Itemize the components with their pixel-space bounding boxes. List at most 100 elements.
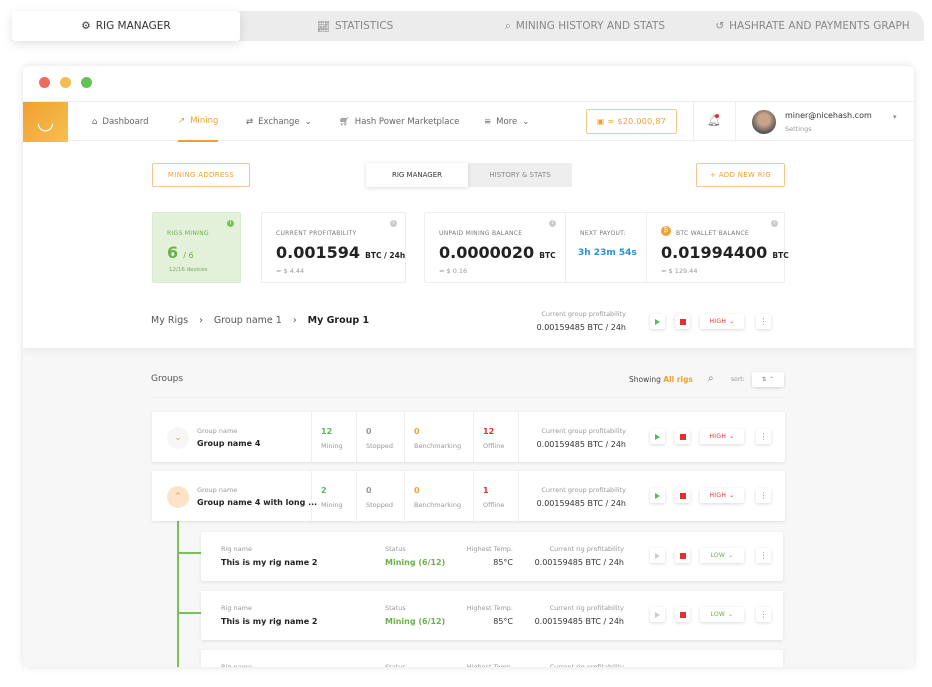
info-icon[interactable]: i	[227, 220, 234, 227]
rigs-mining-value: 6	[167, 243, 179, 262]
user-menu-caret-icon[interactable]: ▾	[893, 113, 897, 121]
nav-hash-power-marketplace[interactable]: 🛒︎ Hash Power Marketplace	[339, 117, 460, 127]
divider	[518, 412, 519, 462]
tab-mining-history[interactable]: ⌕ MINING HISTORY AND STATS	[504, 19, 666, 33]
group-row[interactable]: ⌄ Group name Group name 4 12 Mining 0 Stopped 0…	[152, 412, 785, 462]
power-mode-value: HIGH	[709, 433, 727, 440]
rig-row[interactable]: Rig name This is my rig name 2 Status Minin…	[201, 532, 783, 581]
wallet-icon: ▣	[596, 117, 608, 126]
nav-mining[interactable]: ↗ Mining	[178, 102, 219, 142]
profitability-card: i CURRENT PROFITABILITY 0.001594 BTC / 2…	[261, 212, 406, 283]
chart-icon: 📈︎	[316, 20, 330, 33]
rig-name-label: Rig name	[221, 663, 252, 667]
more-options-button[interactable]: ⋮	[756, 548, 771, 563]
profitability-unit: BTC / 24h	[365, 251, 406, 260]
start-all-button[interactable]	[650, 314, 665, 329]
info-icon[interactable]: i	[390, 220, 397, 227]
temp-label: Highest Temp.	[466, 604, 513, 612]
group-offline-label: Offline	[483, 442, 505, 450]
stop-button[interactable]	[675, 548, 690, 563]
play-icon	[655, 611, 660, 618]
tab-statistics[interactable]: 📈︎ STATISTICS	[316, 20, 394, 33]
bell-icon[interactable]: 🔔︎	[707, 114, 721, 127]
start-button[interactable]	[650, 488, 665, 503]
breadcrumb-group[interactable]: Group name 1	[213, 315, 282, 326]
divider	[404, 471, 405, 521]
nicehash-logo[interactable]: ◡	[23, 102, 68, 142]
group-row[interactable]: ⌃ Group name Group name 4 with long ... 2 Mi…	[152, 471, 785, 521]
breadcrumb-my-rigs[interactable]: My Rigs	[151, 315, 189, 326]
rigs-mining-card: i RIGS MINING 6 / 6 12/16 devices	[152, 212, 241, 283]
rig-profit-label: Current rig profitability	[549, 545, 624, 553]
wallet-balance-button[interactable]: ▣ ≈ $20.000,87	[586, 109, 677, 134]
history-icon: ↺	[715, 20, 725, 32]
more-options-button[interactable]: ⋮	[756, 429, 771, 444]
rigs-total: / 6	[183, 251, 194, 260]
chevron-down-icon: ⌄	[729, 318, 735, 325]
nav-dashboard[interactable]: ⌂ Dashboard	[92, 117, 149, 127]
main-nav: ◡ ⌂ Dashboard ↗ Mining ⇄ Exchange ⌄ 🛒︎ Hash P…	[23, 101, 914, 142]
more-options-button[interactable]: ⋮	[756, 314, 771, 329]
wallet-label: BTC WALLET BALANCE	[676, 230, 749, 237]
power-mode-dropdown[interactable]: HIGH ⌄	[700, 488, 744, 503]
play-icon	[655, 492, 660, 499]
tab-rig-manager[interactable]: ⚙ RIG MANAGER	[12, 11, 240, 41]
rig-status: Mining (6/12)	[385, 558, 446, 567]
avatar[interactable]	[752, 110, 776, 134]
search-icon[interactable]: ⌕	[708, 373, 714, 384]
add-new-rig-button[interactable]: + ADD NEW RIG	[696, 163, 785, 187]
minimize-window-button[interactable]	[60, 77, 71, 88]
power-mode-value: LOW	[710, 611, 726, 618]
start-button[interactable]	[650, 429, 665, 444]
chevron-down-icon: ⌄	[304, 117, 312, 127]
maximize-window-button[interactable]	[81, 77, 92, 88]
settings-link[interactable]: Settings	[785, 125, 812, 133]
unpaid-label: UNPAID MINING BALANCE	[439, 230, 523, 237]
rig-row[interactable]: Rig name Status Highest Temp. Current rig p…	[201, 650, 783, 667]
group-offline-count: 1	[483, 486, 489, 495]
group-stopped-label: Stopped	[366, 501, 394, 509]
tree-branch	[177, 552, 201, 554]
showing-filter[interactable]: Showing All rigs	[629, 375, 693, 384]
power-mode-dropdown[interactable]: HIGH ⌄	[700, 314, 744, 329]
wallet-value: 0.01994400	[661, 243, 768, 262]
divider	[356, 471, 357, 521]
nav-exchange[interactable]: ⇄ Exchange ⌄	[246, 117, 312, 127]
sort-dropdown[interactable]: ⇅ ⌃	[752, 372, 784, 387]
power-mode-dropdown[interactable]: HIGH ⌄	[700, 429, 744, 444]
chevron-down-icon[interactable]: ⌄	[167, 427, 189, 449]
chevron-up-icon[interactable]: ⌃	[167, 486, 189, 508]
group-mining-count: 12	[321, 427, 333, 436]
more-options-button[interactable]: ⋮	[756, 607, 771, 622]
stop-all-button[interactable]	[675, 314, 690, 329]
start-button[interactable]	[650, 548, 665, 563]
rig-name: This is my rig name 2	[221, 558, 318, 567]
user-email[interactable]: miner@nicehash.com	[785, 111, 872, 120]
tab-hashrate-graph[interactable]: ↺ HASHRATE AND PAYMENTS GRAPH	[715, 20, 910, 32]
group-bench-count: 0	[414, 427, 420, 436]
stop-button[interactable]	[675, 488, 690, 503]
divider	[473, 471, 474, 521]
chevron-down-icon: ⌄	[729, 433, 735, 440]
stop-button[interactable]	[675, 607, 690, 622]
nav-more[interactable]: ≡ More ⌄	[484, 117, 530, 127]
mining-address-button[interactable]: MINING ADDRESS	[152, 163, 250, 187]
breadcrumb-current: My Group 1	[307, 315, 370, 326]
rig-row[interactable]: Rig name This is my rig name 2 Status Minin…	[201, 591, 783, 640]
stop-button[interactable]	[675, 429, 690, 444]
wallet-unit: BTC	[772, 251, 789, 260]
rig-status: Mining (6/12)	[385, 617, 446, 626]
close-window-button[interactable]	[39, 77, 50, 88]
start-button[interactable]	[650, 607, 665, 622]
info-icon[interactable]: i	[771, 220, 778, 227]
group-bench-label: Benchmarking	[414, 501, 462, 509]
next-payout-label: NEXT PAYOUT:	[580, 230, 626, 237]
toggle-history-stats[interactable]: HISTORY & STATS	[489, 171, 551, 179]
power-mode-dropdown[interactable]: LOW ⌄	[700, 548, 744, 563]
search-icon: ⌕	[504, 19, 511, 32]
info-icon[interactable]: i	[549, 220, 556, 227]
power-mode-dropdown[interactable]: LOW ⌄	[700, 607, 744, 622]
more-options-button[interactable]: ⋮	[756, 488, 771, 503]
group-name-label: Group name	[197, 486, 238, 494]
toggle-rig-manager[interactable]: RIG MANAGER	[366, 163, 468, 187]
